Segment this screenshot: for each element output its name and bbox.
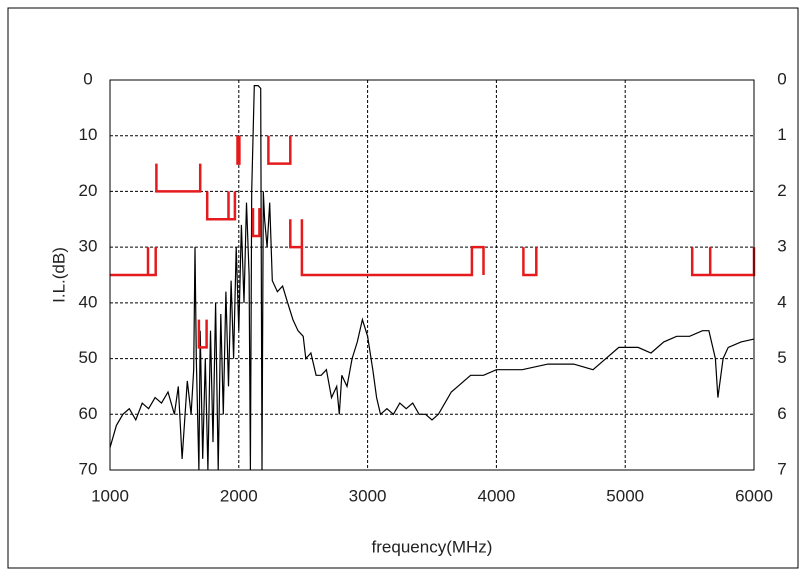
y-tick-label: 40 — [79, 292, 98, 311]
y2-tick-label: 5 — [777, 348, 786, 367]
y-tick-label: 60 — [79, 404, 98, 423]
data-line — [236, 135, 241, 165]
x-tick-label: 3000 — [349, 486, 387, 505]
data-line — [522, 247, 538, 277]
data-line — [289, 219, 485, 277]
data-line — [155, 163, 202, 193]
y2-tick-label: 0 — [777, 69, 786, 88]
y2-tick-label: 2 — [777, 181, 786, 200]
x-tick-label: 4000 — [477, 486, 515, 505]
data-line — [197, 319, 208, 349]
x-tick-label: 6000 — [735, 486, 773, 505]
y2-tick-label: 7 — [777, 459, 786, 478]
x-tick-label: 2000 — [220, 486, 258, 505]
x-tick-label: 5000 — [606, 486, 644, 505]
data-line — [251, 208, 261, 238]
y-tick-label: 20 — [79, 181, 98, 200]
y-tick-label: 30 — [79, 237, 98, 256]
y-tick-label: 10 — [79, 125, 98, 144]
data-line — [267, 135, 292, 165]
outer-border — [7, 7, 799, 569]
y-tick-label: 70 — [79, 459, 98, 478]
x-tick-label: 1000 — [91, 486, 129, 505]
y-axis-label: I.L.(dB) — [49, 247, 68, 303]
y2-tick-label: 3 — [777, 237, 786, 256]
data-line — [205, 191, 237, 221]
y2-tick-label: 4 — [777, 292, 786, 311]
y2-tick-label: 6 — [777, 404, 786, 423]
y-tick-label: 0 — [83, 69, 92, 88]
y-tick-label: 50 — [79, 348, 98, 367]
plot-frame — [109, 79, 755, 471]
x-axis-label: frequency(MHz) — [372, 537, 493, 556]
data-line — [110, 247, 157, 277]
y2-tick-label: 1 — [777, 125, 786, 144]
data-line — [109, 84, 755, 471]
